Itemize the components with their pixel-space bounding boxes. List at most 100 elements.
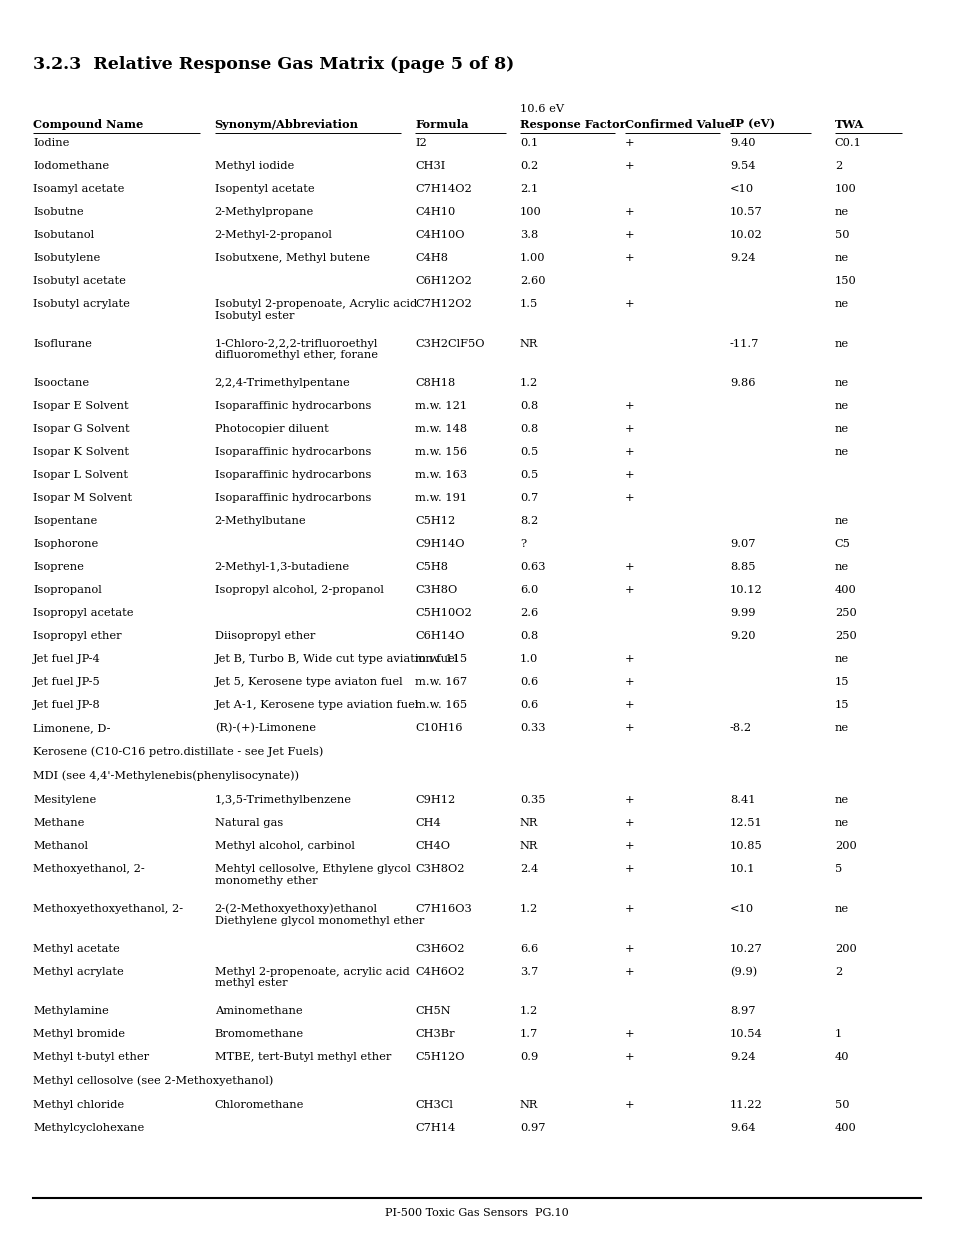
Text: C5H12: C5H12 xyxy=(415,516,455,526)
Text: ne: ne xyxy=(834,516,848,526)
Text: 2-Methylpropane: 2-Methylpropane xyxy=(214,207,314,217)
Text: CH3Br: CH3Br xyxy=(415,1029,455,1039)
Text: 9.54: 9.54 xyxy=(729,162,755,172)
Text: Isoamyl acetate: Isoamyl acetate xyxy=(33,184,125,194)
Text: 1,3,5-Trimethylbenzene: 1,3,5-Trimethylbenzene xyxy=(214,795,352,805)
Text: 1.00: 1.00 xyxy=(519,253,545,263)
Text: Isoparaffinic hydrocarbons: Isoparaffinic hydrocarbons xyxy=(214,401,371,411)
Text: 1: 1 xyxy=(834,1029,841,1039)
Text: Isopropyl alcohol, 2-propanol: Isopropyl alcohol, 2-propanol xyxy=(214,585,383,595)
Text: NR: NR xyxy=(519,841,537,851)
Text: Jet B, Turbo B, Wide cut type aviation fuel: Jet B, Turbo B, Wide cut type aviation f… xyxy=(214,655,458,664)
Text: Synonym/Abbreviation: Synonym/Abbreviation xyxy=(214,119,358,130)
Text: NR: NR xyxy=(519,1099,537,1110)
Text: 2.6: 2.6 xyxy=(519,608,537,618)
Text: Isoparaffinic hydrocarbons: Isoparaffinic hydrocarbons xyxy=(214,471,371,480)
Text: Iodomethane: Iodomethane xyxy=(33,162,110,172)
Text: NR: NR xyxy=(519,338,537,348)
Text: Isobutyl acetate: Isobutyl acetate xyxy=(33,277,126,287)
Text: m.w. 167: m.w. 167 xyxy=(415,677,467,687)
Text: +: + xyxy=(624,841,634,851)
Text: 0.6: 0.6 xyxy=(519,677,537,687)
Text: 5: 5 xyxy=(834,864,841,874)
Text: Methyl alcohol, carbinol: Methyl alcohol, carbinol xyxy=(214,841,355,851)
Text: 0.1: 0.1 xyxy=(519,138,537,148)
Text: 2-Methylbutane: 2-Methylbutane xyxy=(214,516,306,526)
Text: 1.7: 1.7 xyxy=(519,1029,537,1039)
Text: 0.35: 0.35 xyxy=(519,795,545,805)
Text: 400: 400 xyxy=(834,585,856,595)
Text: ne: ne xyxy=(834,562,848,572)
Text: 250: 250 xyxy=(834,631,856,641)
Text: +: + xyxy=(624,299,634,309)
Text: Methoxyethanol, 2-: Methoxyethanol, 2- xyxy=(33,864,145,874)
Text: C0.1: C0.1 xyxy=(834,138,861,148)
Text: 0.2: 0.2 xyxy=(519,162,537,172)
Text: <10: <10 xyxy=(729,904,753,914)
Text: 0.8: 0.8 xyxy=(519,631,537,641)
Text: -11.7: -11.7 xyxy=(729,338,759,348)
Text: ne: ne xyxy=(834,722,848,732)
Text: Isophorone: Isophorone xyxy=(33,540,98,550)
Text: Methoxyethoxyethanol, 2-: Methoxyethoxyethanol, 2- xyxy=(33,904,183,914)
Text: 100: 100 xyxy=(519,207,541,217)
Text: +: + xyxy=(624,795,634,805)
Text: Isopar G Solvent: Isopar G Solvent xyxy=(33,425,130,435)
Text: +: + xyxy=(624,677,634,687)
Text: C4H10O: C4H10O xyxy=(415,230,464,240)
Text: 40: 40 xyxy=(834,1052,848,1062)
Text: MTBE, tert-Butyl methyl ether: MTBE, tert-Butyl methyl ether xyxy=(214,1052,391,1062)
Text: CH4O: CH4O xyxy=(415,841,450,851)
Text: Methylcyclohexane: Methylcyclohexane xyxy=(33,1123,145,1132)
Text: 9.64: 9.64 xyxy=(729,1123,755,1132)
Text: Isopropyl ether: Isopropyl ether xyxy=(33,631,122,641)
Text: m.w. 163: m.w. 163 xyxy=(415,471,467,480)
Text: ?: ? xyxy=(519,540,525,550)
Text: 9.99: 9.99 xyxy=(729,608,755,618)
Text: 150: 150 xyxy=(834,277,856,287)
Text: Natural gas: Natural gas xyxy=(214,819,283,829)
Text: 2.1: 2.1 xyxy=(519,184,537,194)
Text: Methyl acetate: Methyl acetate xyxy=(33,944,120,953)
Text: 8.97: 8.97 xyxy=(729,1007,755,1016)
Text: 2-Methyl-1,3-butadiene: 2-Methyl-1,3-butadiene xyxy=(214,562,350,572)
Text: ne: ne xyxy=(834,299,848,309)
Text: +: + xyxy=(624,207,634,217)
Text: 200: 200 xyxy=(834,944,856,953)
Text: Isopar E Solvent: Isopar E Solvent xyxy=(33,401,129,411)
Text: +: + xyxy=(624,138,634,148)
Text: 2-(2-Methoxyethoxy)ethanol
Diethylene glycol monomethyl ether: 2-(2-Methoxyethoxy)ethanol Diethylene gl… xyxy=(214,904,423,926)
Text: C6H12O2: C6H12O2 xyxy=(415,277,471,287)
Text: 10.6 eV: 10.6 eV xyxy=(519,104,563,114)
Text: 10.1: 10.1 xyxy=(729,864,755,874)
Text: IP (eV): IP (eV) xyxy=(729,119,774,130)
Text: C5H10O2: C5H10O2 xyxy=(415,608,471,618)
Text: +: + xyxy=(624,944,634,953)
Text: 200: 200 xyxy=(834,841,856,851)
Text: 1.5: 1.5 xyxy=(519,299,537,309)
Text: Isooctane: Isooctane xyxy=(33,378,90,388)
Text: Isobutxene, Methyl butene: Isobutxene, Methyl butene xyxy=(214,253,369,263)
Text: Isopar M Solvent: Isopar M Solvent xyxy=(33,493,132,503)
Text: ne: ne xyxy=(834,253,848,263)
Text: C4H6O2: C4H6O2 xyxy=(415,967,464,977)
Text: ne: ne xyxy=(834,447,848,457)
Text: 0.97: 0.97 xyxy=(519,1123,545,1132)
Text: +: + xyxy=(624,401,634,411)
Text: 10.12: 10.12 xyxy=(729,585,761,595)
Text: Isobutyl 2-propenoate, Acrylic acid
Isobutyl ester: Isobutyl 2-propenoate, Acrylic acid Isob… xyxy=(214,299,416,321)
Text: 400: 400 xyxy=(834,1123,856,1132)
Text: Jet fuel JP-5: Jet fuel JP-5 xyxy=(33,677,101,687)
Text: Photocopier diluent: Photocopier diluent xyxy=(214,425,328,435)
Text: +: + xyxy=(624,425,634,435)
Text: C3H8O2: C3H8O2 xyxy=(415,864,464,874)
Text: 0.8: 0.8 xyxy=(519,401,537,411)
Text: C7H16O3: C7H16O3 xyxy=(415,904,471,914)
Text: Methyl chloride: Methyl chloride xyxy=(33,1099,125,1110)
Text: Isobutylene: Isobutylene xyxy=(33,253,100,263)
Text: ne: ne xyxy=(834,338,848,348)
Text: ne: ne xyxy=(834,795,848,805)
Text: 2.4: 2.4 xyxy=(519,864,537,874)
Text: 8.2: 8.2 xyxy=(519,516,537,526)
Text: +: + xyxy=(624,700,634,710)
